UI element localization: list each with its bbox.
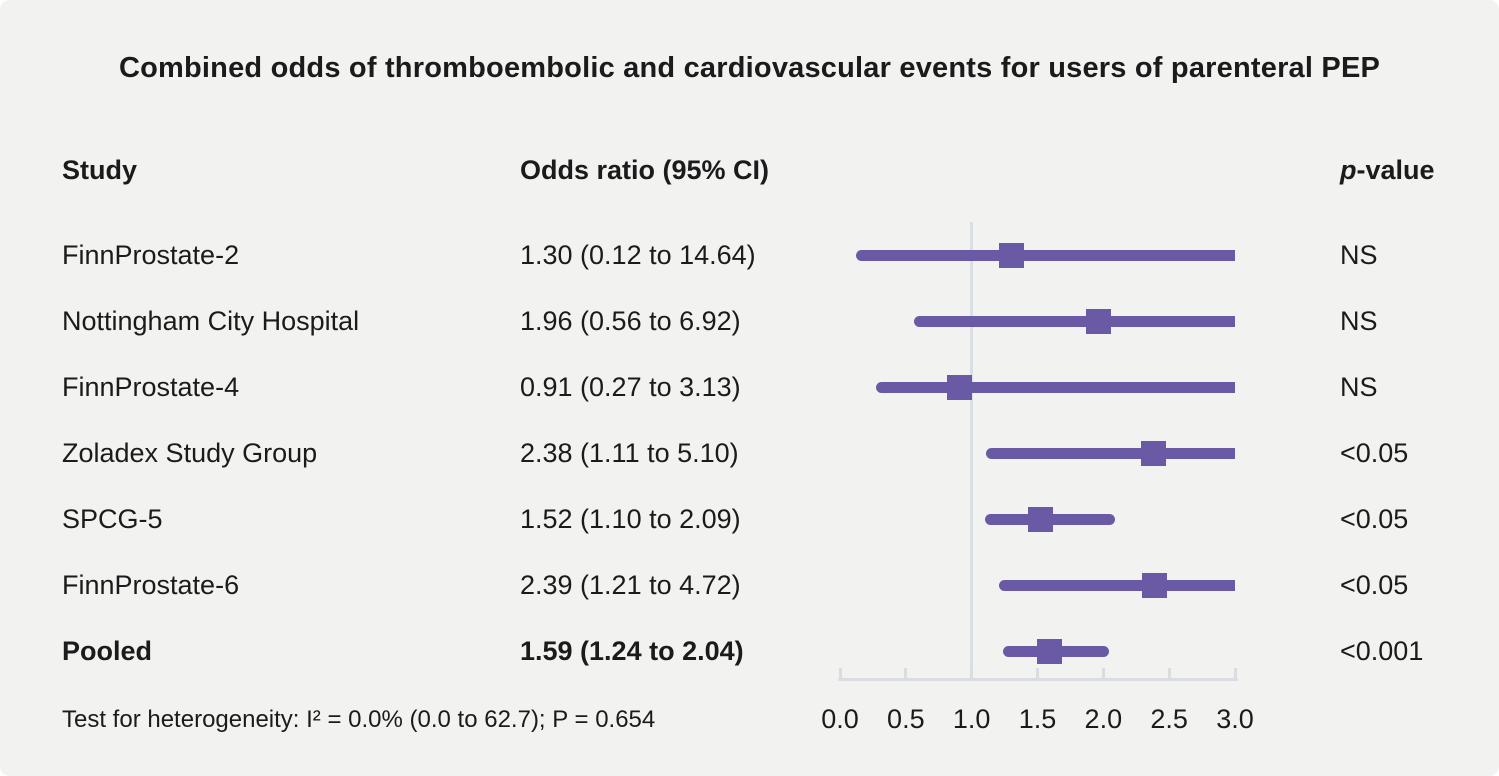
odds-ratio-value: 2.38 (1.11 to 5.10): [520, 438, 739, 468]
ci-line: [875, 381, 1235, 393]
reference-line-or-1: [970, 222, 974, 681]
p-value: NS: [1340, 372, 1378, 402]
p-value: NS: [1340, 240, 1378, 270]
column-header-study: Study: [62, 155, 138, 185]
x-axis-tick-label: 2.0: [1084, 704, 1123, 734]
heterogeneity-note: Test for heterogeneity: I² = 0.0% (0.0 t…: [62, 706, 656, 733]
study-label: SPCG-5: [62, 504, 163, 534]
study-label: Nottingham City Hospital: [62, 306, 360, 336]
odds-ratio-value: 1.30 (0.12 to 14.64): [520, 240, 756, 270]
x-axis-tick-label: 1.5: [1018, 704, 1057, 734]
point-estimate-marker: [998, 242, 1024, 268]
x-axis-line: [838, 678, 1238, 681]
p-value-italic-p: p: [1340, 155, 1357, 185]
x-axis-tick-label: 3.0: [1216, 704, 1254, 734]
ci-line: [999, 579, 1235, 591]
plot-area: [838, 222, 1238, 681]
x-axis-tick: [1233, 668, 1237, 679]
x-axis-tick: [838, 668, 842, 679]
point-estimate-marker: [1036, 638, 1062, 664]
x-axis-tick-label: 0.5: [887, 704, 925, 734]
x-axis-tick-label: 1.0: [952, 704, 991, 734]
study-label: FinnProstate-4: [62, 372, 240, 402]
x-axis-tick: [970, 668, 974, 679]
figure-title: Combined odds of thromboembolic and card…: [118, 52, 1381, 84]
point-estimate-marker: [1027, 506, 1053, 532]
p-value-header-rest: -value: [1356, 155, 1435, 185]
p-value: NS: [1340, 306, 1378, 336]
point-estimate-marker: [1140, 440, 1166, 466]
study-label: FinnProstate-2: [62, 240, 240, 270]
p-value: <0.05: [1340, 504, 1409, 534]
point-estimate-marker: [1085, 308, 1111, 334]
x-axis-tick-label: 0.0: [821, 704, 859, 734]
study-label: Zoladex Study Group: [62, 438, 318, 468]
x-axis-tick-label: 2.5: [1150, 704, 1188, 734]
p-value: <0.001: [1340, 636, 1424, 666]
column-header-p-value: p-value: [1340, 153, 1435, 187]
x-axis-tick: [904, 668, 908, 679]
x-axis-tick: [1101, 668, 1105, 679]
odds-ratio-value: 1.96 (0.56 to 6.92): [520, 306, 741, 336]
ci-line: [986, 447, 1235, 459]
odds-ratio-value: 0.91 (0.27 to 3.13): [520, 372, 741, 402]
p-value: <0.05: [1340, 570, 1409, 600]
x-axis-tick: [1036, 668, 1039, 679]
p-value: <0.05: [1340, 438, 1409, 468]
study-label: FinnProstate-6: [62, 570, 240, 600]
study-label: Pooled: [62, 636, 153, 666]
column-header-odds-ratio: Odds ratio (95% CI): [520, 155, 770, 185]
odds-ratio-value: 1.52 (1.10 to 2.09): [520, 504, 741, 534]
ci-line: [855, 249, 1235, 261]
point-estimate-marker: [947, 374, 973, 400]
x-axis-tick: [1167, 668, 1171, 679]
odds-ratio-value: 2.39 (1.21 to 4.72): [520, 570, 741, 600]
ci-line: [913, 315, 1235, 327]
odds-ratio-value: 1.59 (1.24 to 2.04): [520, 636, 744, 666]
point-estimate-marker: [1142, 572, 1168, 598]
